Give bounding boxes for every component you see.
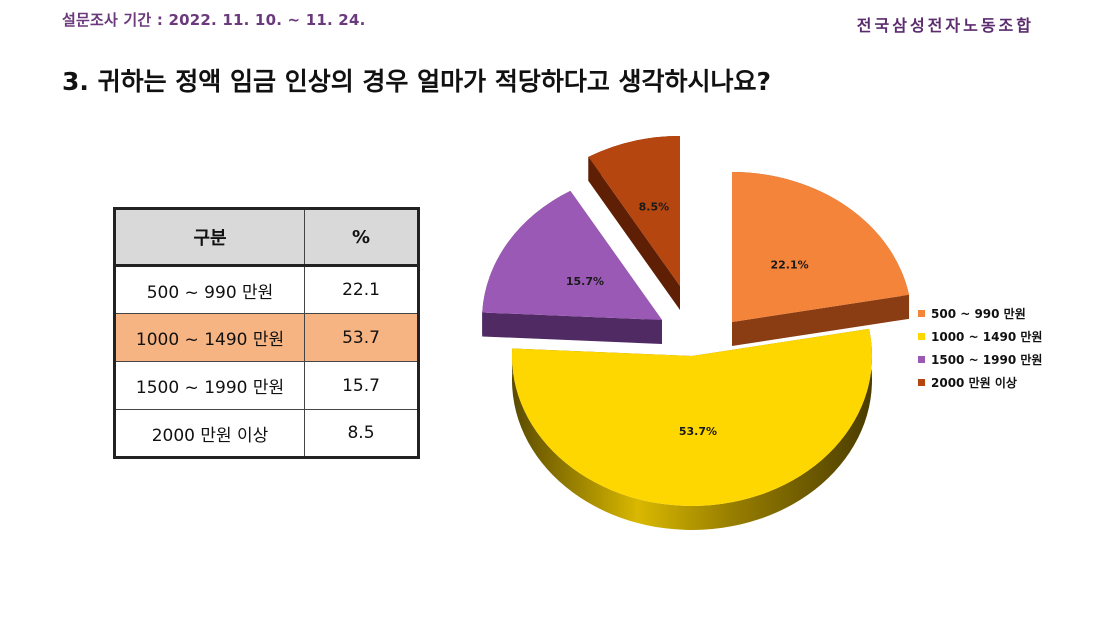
table-header-row: 구분 % — [113, 208, 419, 267]
pie-slice — [588, 136, 680, 286]
legend-label: 1000 ~ 1490 만원 — [931, 330, 1043, 344]
table-cell-category: 500 ~ 990 만원 — [113, 265, 306, 314]
pie-slice-wall — [482, 312, 662, 344]
pie-slice — [732, 172, 910, 322]
union-name: 전국삼성전자노동조합 — [856, 16, 1034, 35]
legend-swatch — [918, 333, 925, 340]
pie-data-label: 15.7% — [566, 275, 604, 288]
legend-item: 2000 만원 이상 — [918, 371, 1042, 394]
table-cell-value: 8.5 — [304, 409, 419, 458]
table-header-percent: % — [304, 208, 419, 267]
pie-slice-wall — [732, 294, 910, 346]
table-row: 2000 만원 이상 8.5 — [113, 409, 419, 458]
pie-data-label: 53.7% — [679, 425, 717, 438]
legend-item: 1500 ~ 1990 만원 — [918, 348, 1042, 371]
legend-item: 500 ~ 990 만원 — [918, 302, 1042, 325]
page-title: 3. 귀하는 정액 임금 인상의 경우 얼마가 적당하다고 생각하시나요? — [62, 67, 772, 96]
legend-item: 1000 ~ 1490 만원 — [918, 325, 1042, 348]
legend-swatch — [918, 356, 925, 363]
table-cell-category: 1500 ~ 1990 만원 — [113, 361, 306, 410]
legend-swatch — [918, 379, 925, 386]
pie-label-layer: 22.1% 53.7% 15.7% 8.5% — [566, 200, 809, 437]
table-row: 1500 ~ 1990 만원 15.7 — [113, 361, 419, 410]
pie-data-label: 8.5% — [639, 200, 670, 213]
table-cell-value: 15.7 — [304, 361, 419, 410]
legend-label: 2000 만원 이상 — [931, 376, 1017, 390]
table-cell-category: 2000 만원 이상 — [113, 409, 306, 458]
pie-slice — [482, 190, 662, 320]
legend-label: 1500 ~ 1990 만원 — [931, 353, 1043, 367]
results-table: 구분 % 500 ~ 990 만원 22.1 1000 ~ 1490 만원 53… — [113, 207, 420, 459]
pie-top-layer — [482, 136, 910, 506]
legend-swatch — [918, 310, 925, 317]
chart-legend: 500 ~ 990 만원 1000 ~ 1490 만원 1500 ~ 1990 … — [918, 302, 1042, 394]
pie-slice — [512, 328, 872, 506]
pie-slice-wall — [588, 156, 680, 310]
survey-period: 설문조사 기간 : 2022. 11. 10. ~ 11. 24. — [62, 11, 366, 29]
table-header-category: 구분 — [113, 208, 306, 267]
table-cell-category: 1000 ~ 1490 만원 — [113, 313, 306, 362]
table-row: 500 ~ 990 만원 22.1 — [113, 265, 419, 314]
legend-label: 500 ~ 990 만원 — [931, 307, 1026, 321]
pie-data-label: 22.1% — [770, 258, 808, 271]
